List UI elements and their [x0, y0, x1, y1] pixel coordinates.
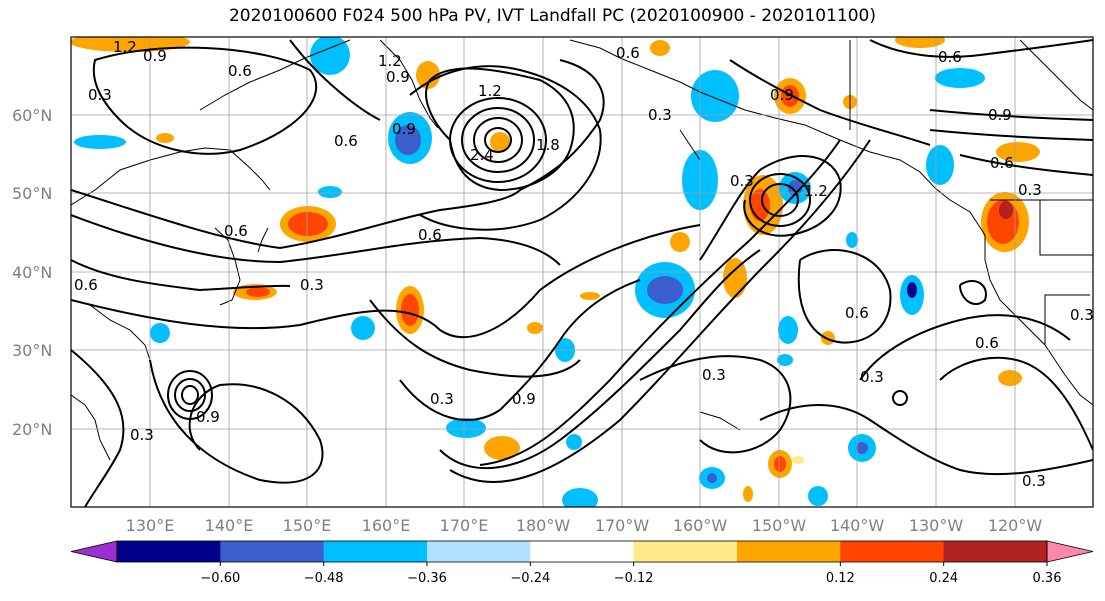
lon-label: 170°E	[440, 516, 489, 535]
colorbar-segment	[427, 541, 531, 562]
negative-anomaly-kamchatka	[388, 112, 432, 164]
contour-label: 0.9	[196, 408, 220, 426]
colorbar-frame	[116, 540, 1048, 563]
colorbar-segment	[117, 541, 221, 562]
graticule	[71, 37, 1093, 507]
contour-label: 1.2	[478, 82, 502, 100]
contour-label: 0.3	[648, 106, 672, 124]
contour-label: 0.3	[88, 86, 112, 104]
negative-anomaly-gulf	[779, 172, 811, 204]
lon-label: 170°W	[595, 516, 650, 535]
colorbar-segment	[840, 541, 945, 562]
contour-label: 0.6	[938, 48, 962, 66]
lon-label: 130°E	[126, 516, 175, 535]
map-title: 2020100600 F024 500 hPa PV, IVT Landfall…	[228, 6, 876, 26]
colorbar-tick-label: −0.48	[304, 571, 344, 586]
longitude-labels: 130°E 140°E 150°E 160°E 170°E 180°W 170°…	[126, 516, 1043, 535]
positive-anomaly-alaska	[774, 78, 806, 114]
colorbar-segment	[737, 541, 841, 562]
contour-label: 1.2	[804, 182, 828, 200]
contour-label: 0.9	[988, 106, 1012, 124]
contour-label: 0.6	[418, 226, 442, 244]
contour-label: 0.3	[1070, 306, 1094, 324]
colorbar-extend-high	[1046, 540, 1094, 563]
contour-label: 0.3	[430, 390, 454, 408]
lat-label: 50°N	[12, 184, 52, 203]
colorbar-segment	[220, 541, 325, 562]
contour-label: 0.9	[512, 390, 536, 408]
contour-label: 0.6	[224, 222, 248, 240]
contour-label: 0.9	[143, 47, 167, 65]
colorbar-tick-label: 0.12	[826, 571, 855, 586]
contour-label: 0.6	[74, 276, 98, 294]
lon-label: 150°W	[752, 516, 807, 535]
positive-anomaly-misc	[71, 37, 1040, 502]
pv-contours	[71, 39, 1093, 507]
contour-label: 0.3	[300, 276, 324, 294]
contour-label: 0.3	[130, 426, 154, 444]
lon-label: 160°W	[673, 516, 728, 535]
colorbar-tick-label: −0.36	[407, 571, 447, 586]
lat-label: 60°N	[12, 106, 52, 125]
colorbar-tick-label: −0.24	[510, 571, 550, 586]
colorbar-tick-label: −0.60	[200, 571, 240, 586]
colorbar-segment	[323, 541, 428, 562]
negative-anomaly-central-pacific	[635, 262, 695, 318]
latitude-labels: 60°N 50°N 40°N 30°N 20°N	[12, 106, 52, 439]
contour-label: 0.3	[730, 172, 754, 190]
lat-label: 20°N	[12, 420, 52, 439]
contour-label: 0.6	[228, 62, 252, 80]
contour-label: 1.2	[113, 38, 137, 56]
negative-anomaly-misc	[74, 37, 985, 507]
contour-label: 0.9	[392, 120, 416, 138]
positive-anomaly-japan	[280, 206, 336, 242]
shaded-anomalies	[71, 37, 1040, 507]
positive-anomaly-pacific-northwest	[981, 192, 1029, 252]
contour-label: 0.6	[334, 132, 358, 150]
lon-label: 150°E	[283, 516, 332, 535]
colorbar: −0.60−0.48−0.36−0.24−0.120.120.240.360.4…	[70, 540, 1094, 586]
positive-anomaly-westpac	[396, 286, 424, 334]
contour-label: 1.8	[536, 136, 560, 154]
contour-label: 0.3	[1018, 181, 1042, 199]
colorbar-segment	[943, 541, 1048, 562]
contour-label: 0.6	[845, 304, 869, 322]
contour-label: 0.6	[975, 334, 999, 352]
contour-label: 0.9	[770, 86, 794, 104]
lon-label: 140°E	[205, 516, 254, 535]
contour-label: 0.6	[616, 44, 640, 62]
lon-label: 140°W	[830, 516, 885, 535]
lon-label: 180°W	[516, 516, 571, 535]
lat-label: 40°N	[12, 263, 52, 282]
colorbar-tick-label: 0.24	[929, 571, 958, 586]
colorbar-tick-label: −0.12	[614, 571, 654, 586]
map-frame	[70, 36, 1094, 508]
contour-label: 0.3	[860, 368, 884, 386]
contour-label: 1.2	[378, 52, 402, 70]
colorbar-segment	[530, 541, 635, 562]
contour-label: 0.3	[702, 366, 726, 384]
contour-label: 2.4	[470, 146, 494, 164]
colorbar-extend-low	[70, 540, 118, 563]
contour-label: 0.9	[386, 68, 410, 86]
contour-label: 0.6	[990, 154, 1014, 172]
colorbar-segment	[633, 541, 738, 562]
lat-label: 30°N	[12, 341, 52, 360]
contour-labels: 1.2 0.9 0.6 1.2 0.9 0.6 0.3 0.6 1.2 2.4 …	[74, 38, 1094, 490]
lon-label: 160°E	[362, 516, 411, 535]
contour-label: 0.3	[1022, 472, 1046, 490]
colorbar-tick-label: 0.36	[1033, 571, 1062, 586]
lon-label: 120°W	[988, 516, 1043, 535]
lon-label: 130°W	[909, 516, 964, 535]
